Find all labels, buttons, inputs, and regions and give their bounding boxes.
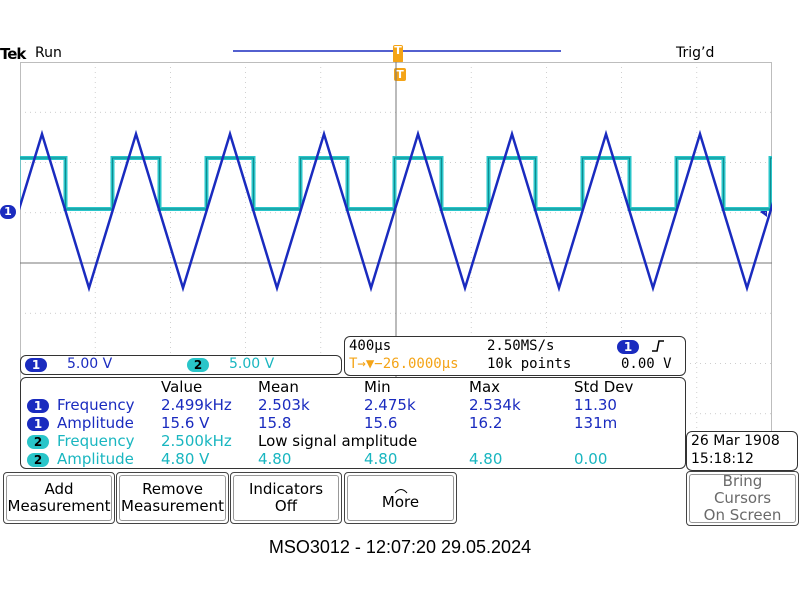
measurement-min: 4.80	[364, 450, 398, 468]
indicators-label-2: Off	[274, 497, 298, 515]
bring-cursors-on-screen-button[interactable]: Bring Cursors On Screen	[686, 471, 799, 526]
measurement-value: 2.500kHz	[161, 432, 232, 450]
ch1-scale: 5.00 V	[67, 356, 113, 372]
measurement-min: 2.475k	[364, 396, 416, 414]
measurement-header-row: Value Mean Min Max Std Dev	[27, 379, 677, 396]
trigger-position-marker: T	[393, 45, 403, 63]
measurement-max: 16.2	[469, 414, 503, 432]
trigger-level-arrow	[760, 207, 767, 217]
measurement-mean: 2.503k	[258, 396, 310, 414]
sample-rate: 2.50MS/s	[487, 338, 555, 354]
bring-cursors-label-2: Cursors	[713, 489, 772, 507]
header-std-dev: Std Dev	[574, 378, 634, 396]
measurement-row: 2 Amplitude 4.80 V 4.80 4.80 4.80 0.00	[27, 451, 677, 468]
measurement-row: 1 Amplitude 15.6 V 15.8 15.6 16.2 131m	[27, 415, 677, 432]
header-max: Max	[469, 378, 501, 396]
ch1-badge: 1	[25, 358, 47, 372]
time-per-division: 400µs	[349, 338, 392, 354]
instrument-caption: MSO3012 - 12:07:20 29.05.2024	[268, 537, 532, 557]
measurement-row: 1 Frequency 2.499kHz 2.503k 2.475k 2.534k 11.3…	[27, 397, 677, 414]
channel-scale-readout: 1 5.00 V 2 5.00 V	[20, 355, 342, 375]
measurement-std: 0.00	[574, 450, 608, 468]
trigger-source-badge: 1	[617, 340, 639, 354]
measurement-max: 4.80	[469, 450, 503, 468]
measurement-name: Frequency	[57, 396, 135, 414]
measurement-name: Frequency	[57, 432, 135, 450]
header-value: Value	[161, 378, 203, 396]
date-time-display: 26 Mar 1908 15:18:12	[686, 431, 798, 471]
bring-cursors-label-3: On Screen	[703, 506, 782, 524]
more-button[interactable]: More	[344, 472, 457, 524]
measurement-name: Amplitude	[57, 450, 134, 468]
trigger-position-readout: T→▼−26.0000µs	[349, 356, 459, 372]
ch2-badge: 2	[187, 358, 209, 372]
indicators-button[interactable]: Indicators Off	[230, 472, 342, 524]
acquisition-state: Run	[35, 45, 62, 61]
brand-logo: Tek	[0, 45, 26, 63]
ch1-ground-marker: 1	[0, 205, 16, 219]
record-length: 10k points	[487, 356, 572, 372]
measurement-min: 15.6	[364, 414, 398, 432]
remove-measurement-label-2: Measurement	[121, 497, 224, 515]
remove-measurement-label-1: Remove	[142, 480, 203, 498]
remove-measurement-button[interactable]: Remove Measurement	[116, 472, 229, 524]
more-label: More	[381, 492, 420, 511]
rising-edge-icon	[652, 340, 664, 352]
measurement-std: 131m	[574, 414, 618, 432]
timebase-readout: 400µs 2.50MS/s T→▼−26.0000µs 10k points …	[344, 336, 686, 376]
measurement-channel-badge: 1	[27, 417, 49, 431]
measurement-mean: 4.80	[258, 450, 292, 468]
measurement-channel-badge: 2	[27, 435, 49, 449]
header-mean: Mean	[258, 378, 299, 396]
measurement-value: 15.6 V	[161, 414, 210, 432]
ch1-waveform	[20, 129, 772, 293]
measurement-max: 2.534k	[469, 396, 521, 414]
add-measurement-label-2: Measurement	[7, 497, 111, 515]
measurement-mean: Low signal amplitude	[258, 432, 418, 450]
trigger-point-marker: T	[394, 68, 406, 81]
date: 26 Mar 1908	[691, 433, 780, 449]
ch2-scale: 5.00 V	[229, 356, 275, 372]
measurement-row: 2 Frequency 2.500kHz Low signal amplitude	[27, 433, 677, 450]
measurement-value: 4.80 V	[161, 450, 210, 468]
add-measurement-label-1: Add	[44, 480, 74, 498]
measurement-table: Value Mean Min Max Std Dev 1 Frequency 2.4…	[20, 377, 686, 469]
measurement-value: 2.499kHz	[161, 396, 232, 414]
trigger-level: 0.00 V	[621, 356, 672, 372]
time: 15:18:12	[691, 451, 754, 467]
measurement-std: 11.30	[574, 396, 617, 414]
measurement-channel-badge: 1	[27, 399, 49, 413]
indicators-label-1: Indicators	[248, 480, 324, 498]
add-measurement-button[interactable]: Add Measurement	[3, 472, 115, 524]
measurement-mean: 15.8	[258, 414, 292, 432]
measurement-channel-badge: 2	[27, 453, 49, 467]
ch2-waveform	[20, 156, 772, 211]
header-min: Min	[364, 378, 391, 396]
measurement-name: Amplitude	[57, 414, 134, 432]
more-arc-icon	[394, 488, 407, 493]
trigger-state: Trig’d	[676, 45, 715, 61]
bring-cursors-label-1: Bring	[722, 472, 763, 490]
